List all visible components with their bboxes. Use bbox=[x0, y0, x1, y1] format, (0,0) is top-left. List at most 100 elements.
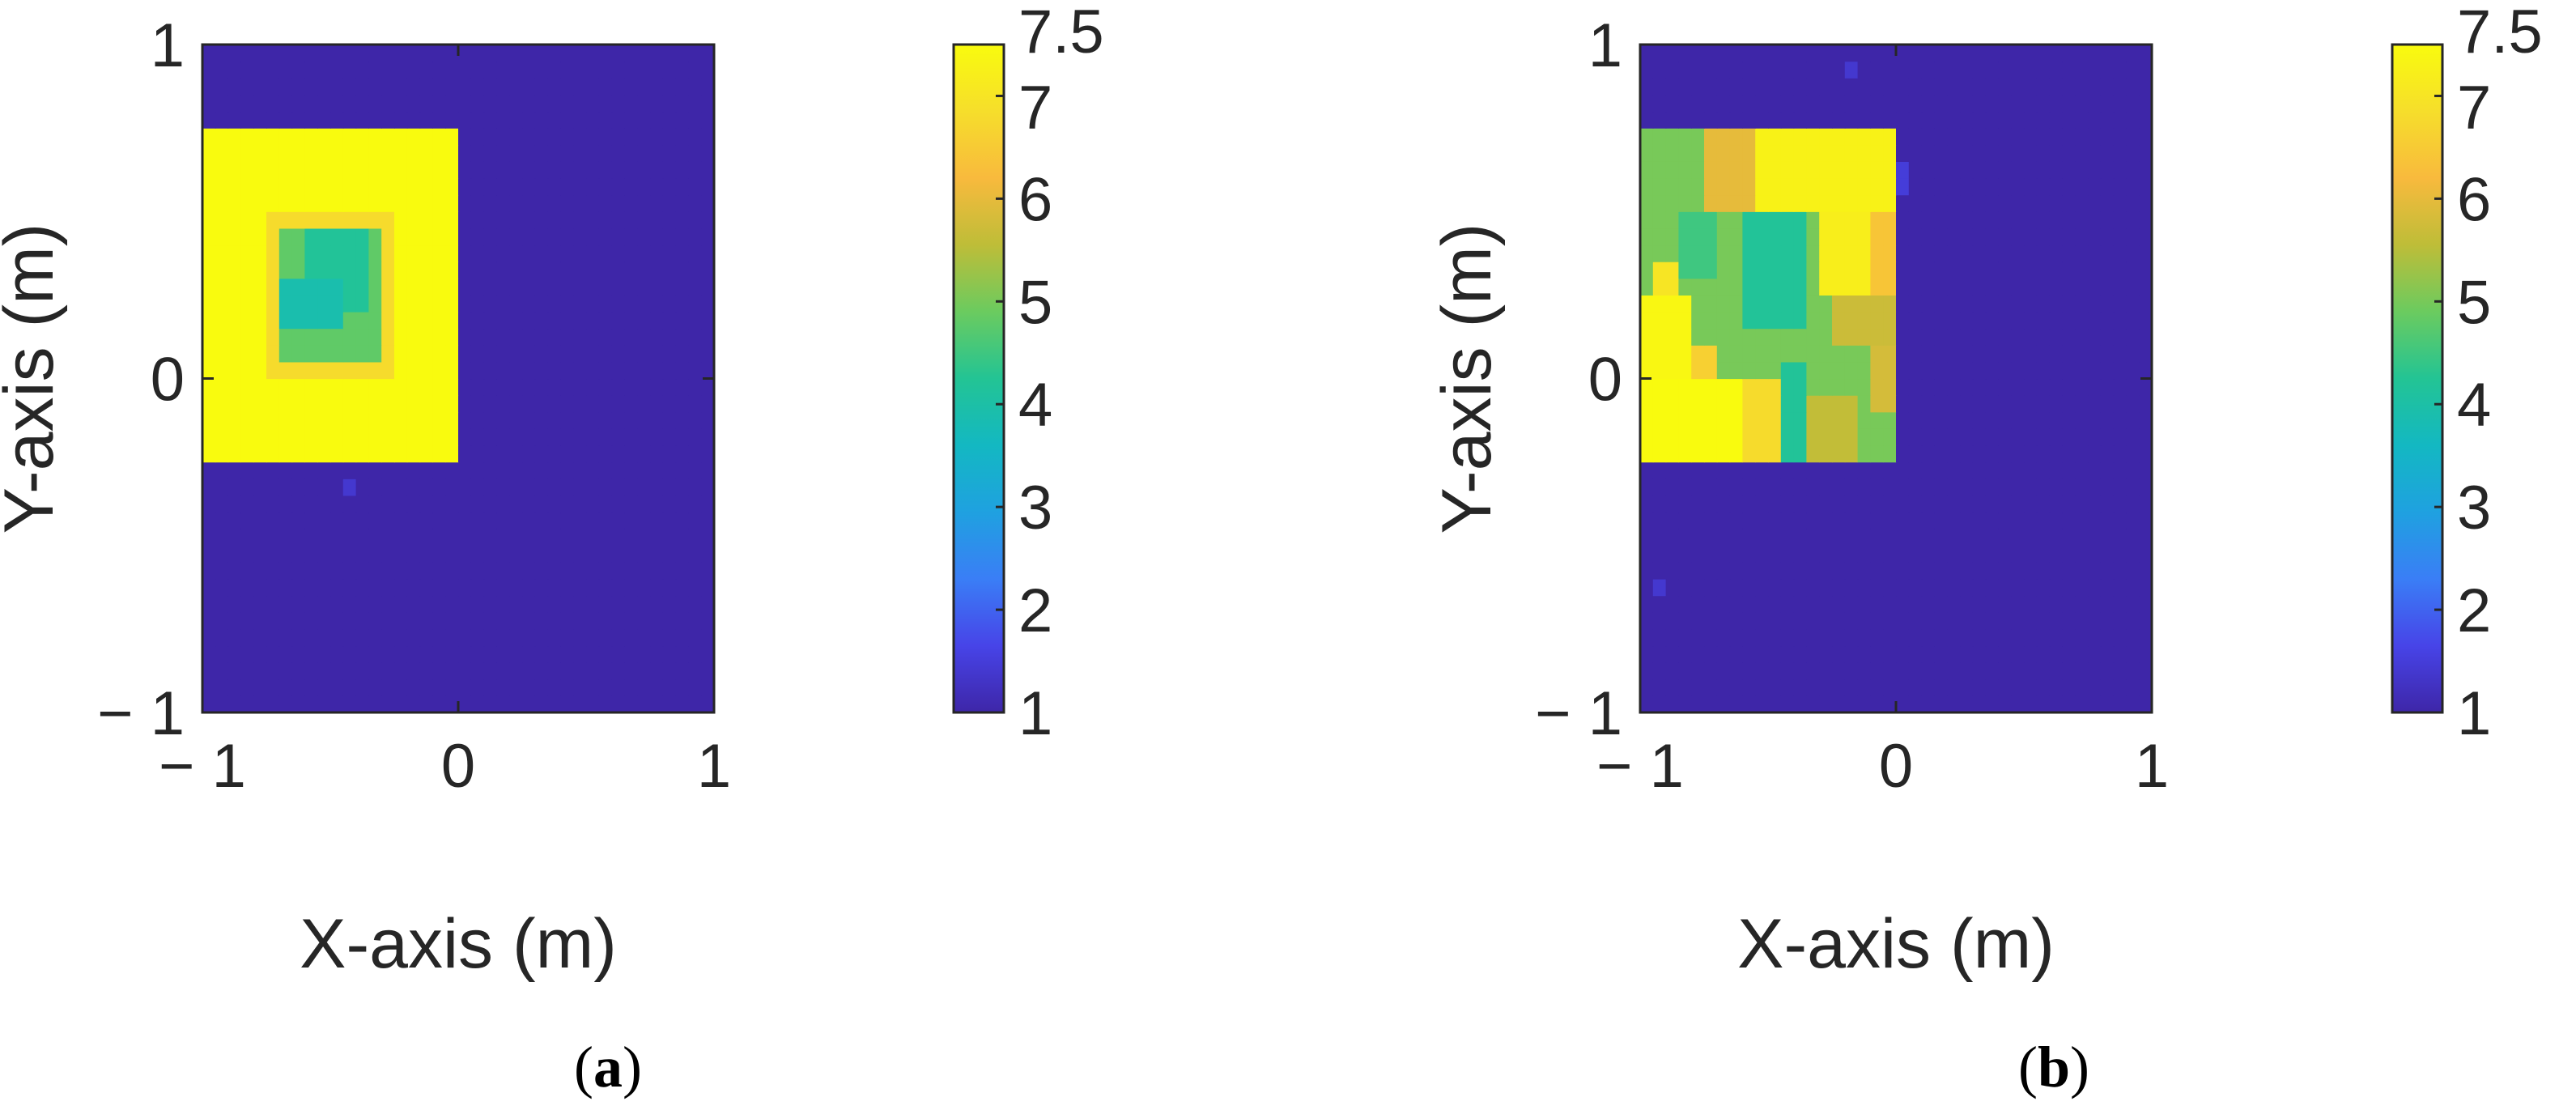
heatmap-cell bbox=[1704, 478, 1718, 496]
heatmap-cell bbox=[1972, 378, 1987, 396]
heatmap-cell bbox=[317, 411, 331, 429]
heatmap-cell bbox=[2024, 61, 2038, 79]
heatmap-cell bbox=[1640, 94, 1654, 113]
heatmap-cell bbox=[675, 262, 689, 279]
heatmap-cell bbox=[253, 512, 267, 529]
heatmap-cell bbox=[1908, 211, 1923, 229]
heatmap-cell bbox=[1780, 411, 1795, 429]
heatmap-cell bbox=[2036, 61, 2051, 79]
heatmap-cell bbox=[586, 94, 600, 113]
heatmap-cell bbox=[278, 45, 293, 62]
heatmap-cell bbox=[1985, 445, 1999, 463]
heatmap-cell bbox=[611, 628, 625, 647]
heatmap-cell bbox=[1921, 428, 1935, 446]
heatmap-cell bbox=[624, 529, 638, 546]
heatmap-cell bbox=[509, 529, 523, 546]
heatmap-cell bbox=[381, 245, 395, 262]
heatmap-cell bbox=[1985, 194, 1999, 212]
heatmap-cell bbox=[317, 128, 331, 146]
heatmap-cell bbox=[1780, 312, 1795, 330]
heatmap-cell bbox=[266, 628, 280, 647]
heatmap-cell bbox=[1665, 512, 1679, 529]
heatmap-cell bbox=[227, 328, 241, 346]
heatmap-cell bbox=[381, 312, 395, 330]
heatmap-cell bbox=[2100, 61, 2115, 79]
heatmap-cell bbox=[1870, 144, 1884, 162]
heatmap-cell bbox=[1960, 94, 1974, 113]
heatmap-cell bbox=[304, 529, 318, 546]
heatmap-cell bbox=[1870, 662, 1884, 680]
heatmap-cell bbox=[1896, 328, 1910, 346]
heatmap-cell bbox=[1640, 628, 1654, 647]
heatmap-cell bbox=[1883, 45, 1897, 62]
heatmap-cell bbox=[534, 228, 549, 246]
heatmap-cell bbox=[1921, 228, 1935, 246]
heatmap-cell bbox=[419, 94, 433, 113]
heatmap-cell bbox=[650, 78, 664, 96]
heatmap-cell bbox=[1972, 194, 1987, 212]
heatmap-cell bbox=[598, 144, 613, 162]
heatmap-cell bbox=[2113, 94, 2127, 113]
heatmap-cell bbox=[1985, 361, 1999, 380]
heatmap-cell bbox=[2075, 161, 2089, 179]
heatmap-cell bbox=[560, 428, 574, 446]
heatmap-cell bbox=[317, 662, 331, 680]
heatmap-cell bbox=[458, 562, 472, 580]
heatmap-cell bbox=[368, 262, 382, 279]
heatmap-cell bbox=[483, 312, 497, 330]
heatmap-cell bbox=[624, 545, 638, 563]
heatmap-cell bbox=[1678, 178, 1692, 196]
heatmap-cell bbox=[278, 328, 293, 346]
heatmap-cell bbox=[202, 628, 216, 647]
heatmap-cell bbox=[611, 211, 625, 229]
heatmap-cell bbox=[662, 478, 677, 496]
heatmap-cell bbox=[1665, 361, 1679, 380]
heatmap-cell bbox=[1998, 144, 2012, 162]
heatmap-cell bbox=[637, 278, 651, 296]
heatmap-cell bbox=[2100, 411, 2115, 429]
heatmap-cell bbox=[291, 161, 305, 179]
x-tick-label: 1 bbox=[2135, 732, 2169, 801]
heatmap-cell bbox=[1921, 495, 1935, 513]
heatmap-cell bbox=[2049, 411, 2063, 429]
heatmap-cell bbox=[522, 245, 536, 262]
heatmap-cell bbox=[586, 211, 600, 229]
heatmap-cell bbox=[547, 461, 561, 479]
heatmap-cell bbox=[547, 61, 561, 79]
heatmap-cell bbox=[2139, 361, 2153, 380]
heatmap-cell bbox=[1934, 678, 1948, 696]
heatmap-cell bbox=[432, 495, 446, 513]
heatmap-cell bbox=[278, 228, 293, 246]
heatmap-cell bbox=[1896, 61, 1910, 79]
heatmap-cell bbox=[240, 211, 254, 229]
heatmap-cell bbox=[2024, 595, 2038, 613]
heatmap-cell bbox=[1678, 478, 1692, 496]
heatmap-cell bbox=[1742, 328, 1756, 346]
heatmap-cell bbox=[688, 211, 702, 229]
heatmap-cell bbox=[675, 178, 689, 196]
heatmap-cell bbox=[2011, 245, 2025, 262]
heatmap-cell bbox=[458, 495, 472, 513]
heatmap-cell bbox=[1652, 245, 1667, 262]
heatmap-cell bbox=[1768, 61, 1782, 79]
heatmap-cell bbox=[1870, 278, 1884, 296]
heatmap-cell bbox=[1768, 428, 1782, 446]
heatmap-cell bbox=[253, 378, 267, 396]
heatmap-cell bbox=[1768, 445, 1782, 463]
heatmap-cell bbox=[432, 645, 446, 663]
heatmap-cell bbox=[483, 461, 497, 479]
heatmap-cell bbox=[637, 45, 651, 62]
heatmap-cell bbox=[215, 545, 229, 563]
heatmap-cell bbox=[253, 178, 267, 196]
heatmap-cell bbox=[1729, 361, 1743, 380]
heatmap-cell bbox=[227, 111, 241, 129]
heatmap-cell bbox=[215, 378, 229, 396]
heatmap-cell bbox=[1934, 128, 1948, 146]
heatmap-cell bbox=[2049, 512, 2063, 529]
heatmap-cell bbox=[534, 45, 549, 62]
heatmap-cell bbox=[2100, 678, 2115, 696]
heatmap-cell bbox=[1755, 328, 1769, 346]
heatmap-cell bbox=[483, 495, 497, 513]
heatmap-cell bbox=[1780, 695, 1795, 713]
